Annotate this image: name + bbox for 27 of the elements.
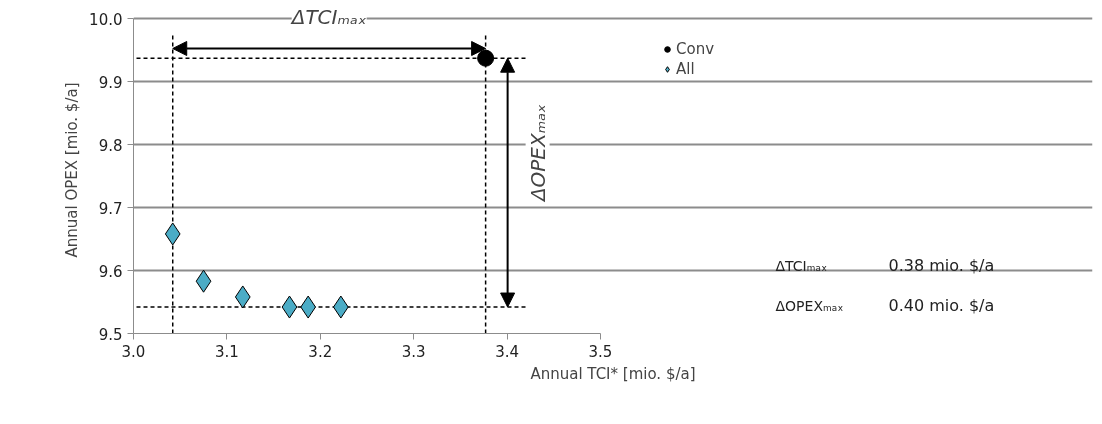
point (281, 295, 298, 319)
x-tick-label: 3.3 (401, 342, 426, 361)
annotation: ΔTCIₘₐₓ (289, 4, 367, 29)
y-tick-label: 9.5 (98, 325, 123, 344)
text: ΔOPEXₘₐₓ (775, 297, 844, 314)
point (164, 222, 181, 246)
legend-label: Conv (676, 40, 715, 58)
y-tick-label: 9.7 (98, 199, 123, 218)
x-tick-label: 3.0 (121, 342, 146, 361)
annotation: ΔOPEXₘₐₓ (525, 104, 550, 204)
y-tick-label: 9.8 (98, 136, 123, 155)
point (195, 269, 212, 293)
point (477, 49, 495, 67)
x-tick-label: 3.1 (214, 342, 239, 361)
legend-label: All (676, 60, 696, 78)
text: 0.40 mio. $/a (888, 296, 995, 315)
y-tick-label: 9.9 (98, 73, 123, 92)
y-tick-label: 9.6 (98, 262, 123, 281)
x-tick-label: 3.5 (588, 342, 613, 361)
y-tick-label: 10.0 (89, 10, 123, 29)
x-tick-label: 3.2 (308, 342, 333, 361)
text: ΔTCIₘₐₓ (775, 257, 828, 274)
x-tick-label: 3.4 (495, 342, 520, 361)
text: 0.38 mio. $/a (888, 256, 995, 275)
point (234, 285, 251, 309)
y-axis-title: Annual OPEX [mio. $/a] (63, 82, 82, 258)
x-axis-title: Annual TCI* [mio. $/a] (530, 364, 696, 383)
